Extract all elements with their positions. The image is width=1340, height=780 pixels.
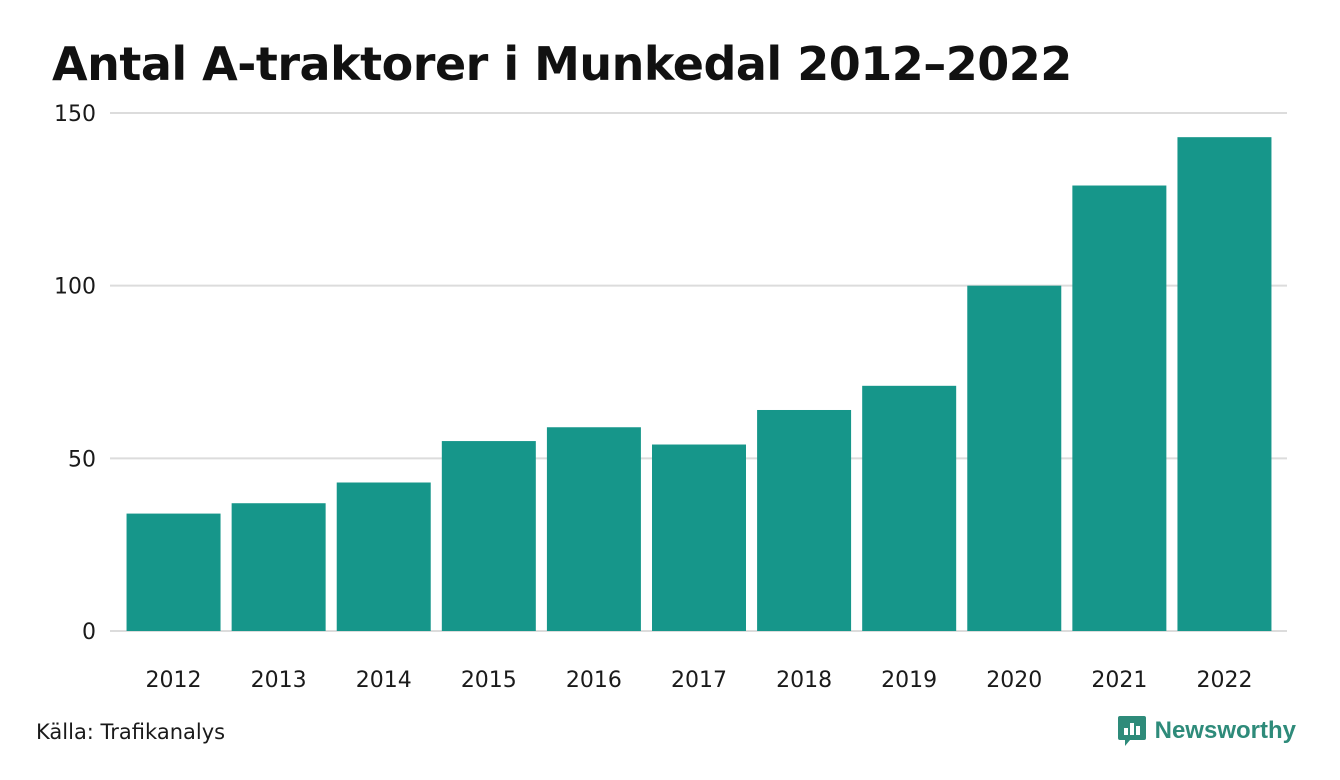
- x-tick-label: 2015: [461, 668, 517, 693]
- bar: [1072, 185, 1167, 631]
- bar: [546, 427, 641, 631]
- bar: [652, 444, 746, 631]
- y-tick-label: 50: [68, 447, 96, 472]
- x-tick-label: 2022: [1196, 668, 1252, 693]
- y-tick-label: 100: [54, 275, 96, 300]
- bar: [126, 513, 221, 631]
- x-tick-label: 2018: [776, 668, 832, 693]
- bar: [757, 409, 852, 631]
- bar: [231, 503, 326, 631]
- source-label: Källa: Trafikanalys: [36, 720, 226, 744]
- x-tick-label: 2019: [881, 668, 937, 693]
- bar: [441, 441, 536, 631]
- bar: [967, 285, 1062, 631]
- x-tick-label: 2021: [1091, 668, 1147, 693]
- newsworthy-logo-icon: [1117, 716, 1146, 746]
- bar: [862, 385, 957, 631]
- brand-name: Newsworthy: [1154, 717, 1296, 744]
- x-tick-label: 2016: [566, 668, 622, 693]
- x-tick-label: 2020: [986, 668, 1042, 693]
- bar: [336, 482, 431, 631]
- y-tick-label: 150: [54, 102, 96, 127]
- x-tick-label: 2014: [356, 668, 412, 693]
- bar: [1177, 137, 1272, 631]
- y-tick-label: 0: [82, 620, 96, 645]
- x-tick-label: 2013: [251, 668, 307, 693]
- chart-title: Antal A-traktorer i Munkedal 2012–2022: [52, 37, 1072, 91]
- x-tick-label: 2012: [146, 668, 202, 693]
- x-tick-label: 2017: [671, 668, 727, 693]
- brand-logo: Newsworthy: [1117, 714, 1296, 748]
